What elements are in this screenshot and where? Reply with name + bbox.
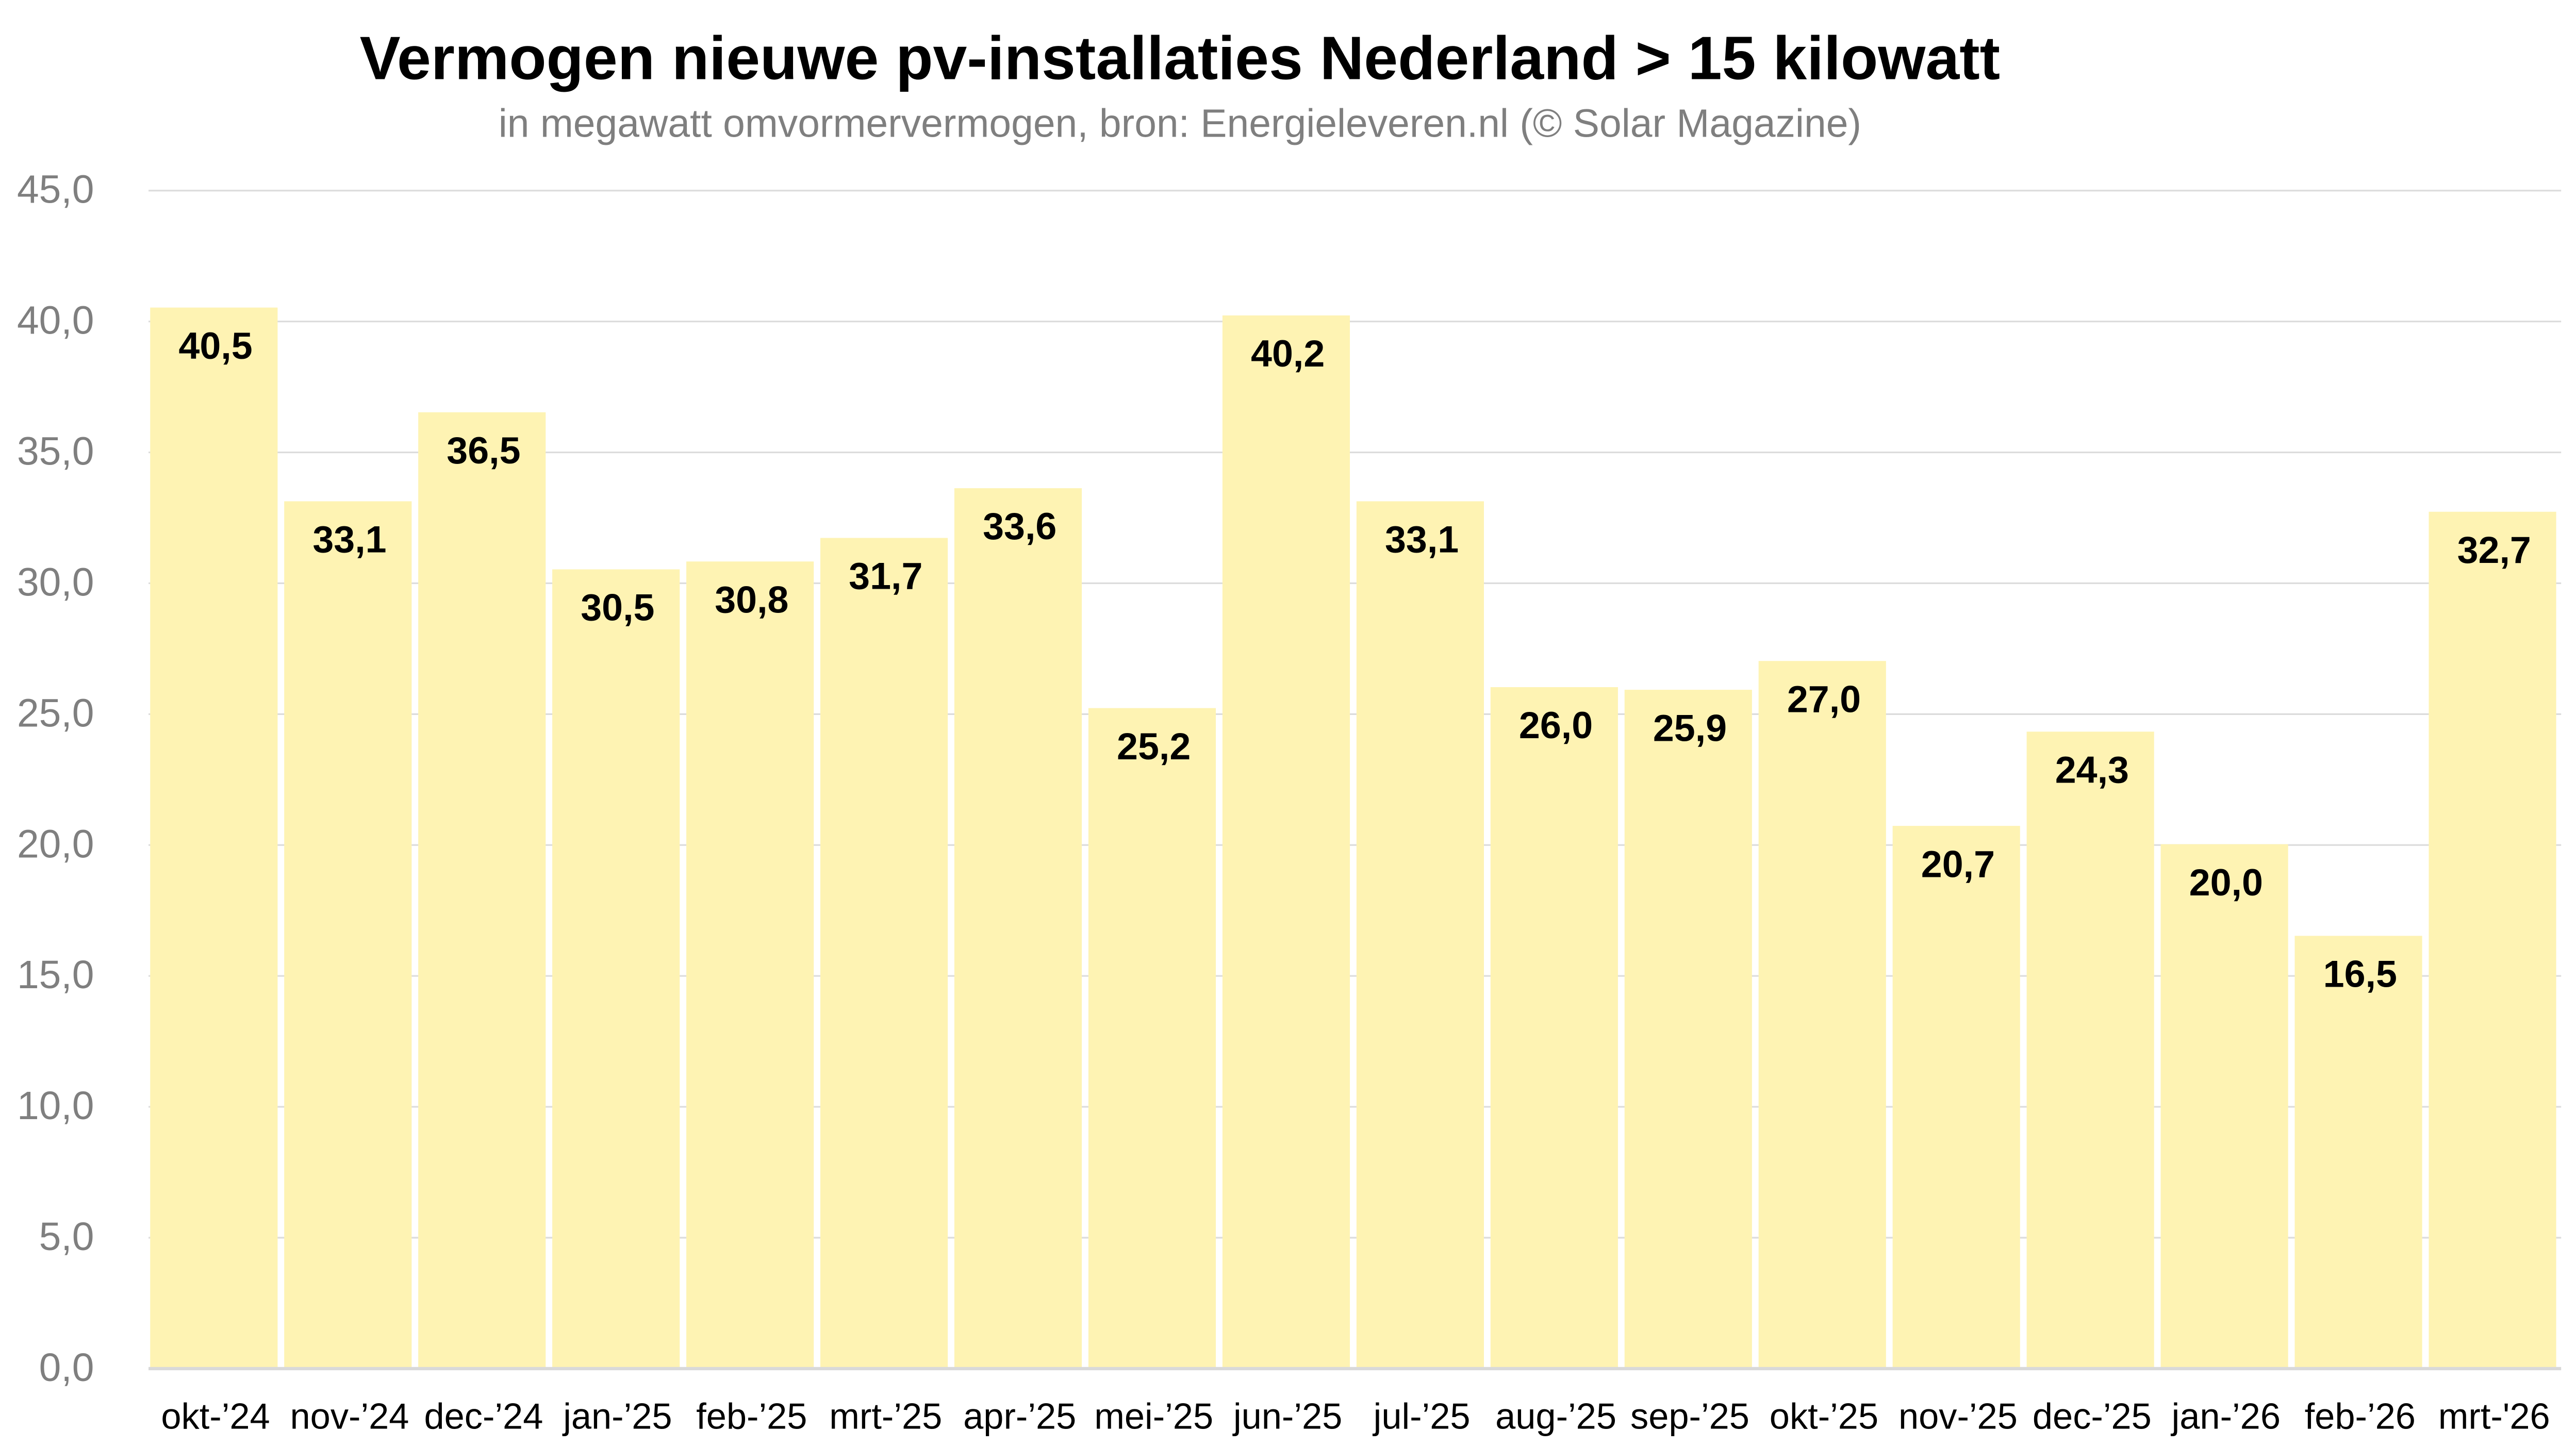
x-tick-label: dec-’24 <box>424 1396 543 1437</box>
data-label: 20,7 <box>1921 842 1995 885</box>
data-label: 20,0 <box>2189 861 2263 904</box>
y-tick-label: 35,0 <box>17 429 94 474</box>
x-tick-label: nov-’25 <box>1898 1396 2018 1437</box>
bar <box>954 488 1082 1368</box>
x-tick-label: jan-’25 <box>562 1396 672 1437</box>
bar <box>1624 690 1752 1368</box>
data-label: 26,0 <box>1519 704 1593 746</box>
bar <box>1892 826 2020 1368</box>
y-tick-label: 30,0 <box>17 560 94 604</box>
data-label: 40,5 <box>178 324 252 367</box>
bar <box>1356 501 1484 1368</box>
y-tick-label: 25,0 <box>17 691 94 735</box>
x-tick-label: jun-’25 <box>1232 1396 1342 1437</box>
data-label: 30,8 <box>715 578 788 621</box>
y-tick-label: 20,0 <box>17 822 94 866</box>
bar <box>2429 511 2556 1368</box>
x-tick-label: mei-’25 <box>1094 1396 1213 1437</box>
bar <box>1758 661 1886 1368</box>
bar <box>150 307 278 1368</box>
bar <box>2294 936 2422 1368</box>
data-label: 32,7 <box>2457 528 2531 571</box>
x-tick-label: feb-’26 <box>2305 1396 2416 1437</box>
chart-subtitle: in megawatt omvormervermogen, bron: Ener… <box>499 102 1861 146</box>
data-label: 30,5 <box>581 586 654 629</box>
data-label: 33,1 <box>1385 518 1459 561</box>
x-tick-label: feb-’25 <box>696 1396 807 1437</box>
x-tick-label: mrt-’25 <box>829 1396 942 1437</box>
data-label: 33,6 <box>983 505 1056 547</box>
y-tick-label: 5,0 <box>39 1215 94 1259</box>
data-label: 16,5 <box>2323 953 2397 995</box>
bar <box>1088 708 1216 1368</box>
bar <box>418 412 546 1368</box>
bar <box>2026 731 2154 1368</box>
bar <box>686 561 814 1368</box>
y-tick-label: 40,0 <box>17 298 94 343</box>
x-tick-label: sep-’25 <box>1630 1396 1749 1437</box>
x-tick-label: mrt-'26 <box>2438 1396 2550 1437</box>
bar <box>820 538 948 1368</box>
x-tick-label: aug-’25 <box>1495 1396 1616 1437</box>
data-label: 31,7 <box>849 555 922 597</box>
x-tick-label: apr-’25 <box>963 1396 1076 1437</box>
x-tick-label: jan-’26 <box>2171 1396 2281 1437</box>
data-label: 36,5 <box>447 429 520 472</box>
y-tick-label: 45,0 <box>17 168 94 212</box>
y-tick-label: 15,0 <box>17 953 94 997</box>
bar <box>284 501 412 1368</box>
data-label: 40,2 <box>1251 332 1325 375</box>
x-tick-label: nov-’24 <box>290 1396 409 1437</box>
data-label: 33,1 <box>312 518 386 561</box>
bar <box>2160 844 2288 1368</box>
chart-title: Vermogen nieuwe pv-installaties Nederlan… <box>360 25 2001 93</box>
x-tick-label: okt-’25 <box>1770 1396 1878 1437</box>
x-tick-label: dec-’25 <box>2033 1396 2152 1437</box>
data-label: 24,3 <box>2055 749 2129 791</box>
x-tick-label: jul-’25 <box>1373 1396 1471 1437</box>
data-label: 25,2 <box>1117 725 1191 768</box>
bar <box>1490 687 1618 1368</box>
data-label: 25,9 <box>1653 706 1727 749</box>
data-label: 27,0 <box>1787 677 1861 720</box>
y-tick-label: 10,0 <box>17 1084 94 1128</box>
x-tick-label: okt-’24 <box>161 1396 270 1437</box>
bar <box>1222 315 1350 1368</box>
y-tick-label: 0,0 <box>39 1345 94 1390</box>
bar <box>552 569 680 1368</box>
